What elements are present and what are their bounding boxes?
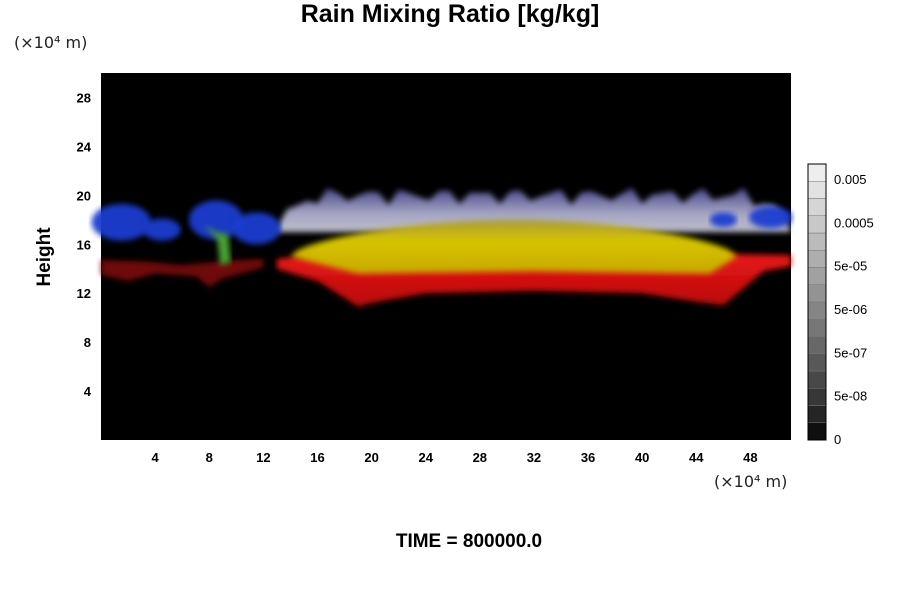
x-tick-label: 36 — [581, 450, 595, 465]
colorbar-level — [807, 284, 827, 303]
x-tick-label: 32 — [527, 450, 541, 465]
colorbar-tick-label: 5e-06 — [834, 302, 867, 317]
x-axis: 4 8 12 16 20 24 28 32 36 40 44 48 — [152, 450, 758, 465]
colorbar-tick-label: 0.005 — [834, 172, 867, 187]
rain-layer-mid — [290, 219, 737, 274]
y-tick-label: 16 — [77, 237, 91, 252]
y-tick-label: 8 — [84, 335, 91, 350]
colorbar-tick-label: 5e-07 — [834, 345, 867, 360]
x-tick-label: 4 — [152, 450, 160, 465]
rain-layer-cirrus — [232, 212, 281, 245]
rain-layer-high — [276, 187, 792, 233]
y-tick-label: 12 — [77, 286, 91, 301]
time-label: TIME = 800000.0 — [395, 531, 543, 552]
colorbar-level — [807, 370, 827, 389]
colorbar-tick-label: 0.0005 — [834, 215, 874, 230]
y-axis-unit: (×10⁴ m) — [14, 33, 88, 52]
rain-layer-column — [203, 224, 231, 266]
colorbar-tick-label: 5e-08 — [834, 389, 867, 404]
y-tick-label: 24 — [77, 139, 92, 154]
colorbar-level — [807, 319, 827, 337]
rain-layer-low-left — [101, 258, 264, 288]
colorbar-level — [807, 353, 827, 372]
colorbar-level — [807, 232, 827, 251]
y-tick-label: 4 — [84, 384, 92, 399]
x-tick-label: 28 — [473, 450, 487, 465]
y-axis: 4 8 12 16 20 24 28 — [77, 90, 92, 399]
x-tick-label: 48 — [743, 450, 757, 465]
x-tick-label: 16 — [310, 450, 324, 465]
colorbar-level — [807, 388, 827, 406]
rain-layer-cirrus — [188, 200, 244, 240]
colorbar-tick-label: 5e-05 — [834, 259, 867, 274]
colorbar-level — [807, 422, 827, 441]
colorbar-level — [807, 336, 827, 354]
colorbar-level — [807, 301, 827, 320]
colorbar-level — [807, 181, 827, 199]
rain-layer-cirrus — [749, 206, 793, 229]
y-tick-label: 20 — [77, 188, 91, 203]
colorbar-frame — [807, 163, 827, 441]
x-tick-label: 8 — [206, 450, 213, 465]
x-axis-unit: (×10⁴ m) — [714, 472, 788, 491]
colorbar — [807, 163, 827, 441]
colorbar-level — [807, 198, 827, 216]
x-tick-label: 40 — [635, 450, 649, 465]
rain-field — [91, 187, 793, 307]
rain-layer-cirrus — [142, 218, 181, 241]
colorbar-level — [807, 163, 827, 182]
y-tick-label: 28 — [77, 90, 91, 105]
rain-layer-cirrus — [709, 212, 737, 228]
colorbar-level — [807, 215, 827, 234]
chart-title: Rain Mixing Ratio [kg/kg] — [300, 0, 600, 28]
colorbar-level — [807, 250, 827, 268]
x-tick-label: 44 — [689, 450, 704, 465]
x-tick-label: 12 — [256, 450, 270, 465]
rain-layer-cirrus — [91, 203, 152, 241]
x-tick-label: 24 — [418, 450, 433, 465]
colorbar-ticks: 0.005 0.0005 5e-05 5e-06 5e-07 5e-08 0 — [834, 172, 874, 447]
x-tick-label: 20 — [364, 450, 378, 465]
y-axis-label: Height — [34, 227, 55, 287]
colorbar-tick-label: 0 — [834, 432, 841, 447]
colorbar-level — [807, 267, 827, 285]
colorbar-level — [807, 405, 827, 423]
